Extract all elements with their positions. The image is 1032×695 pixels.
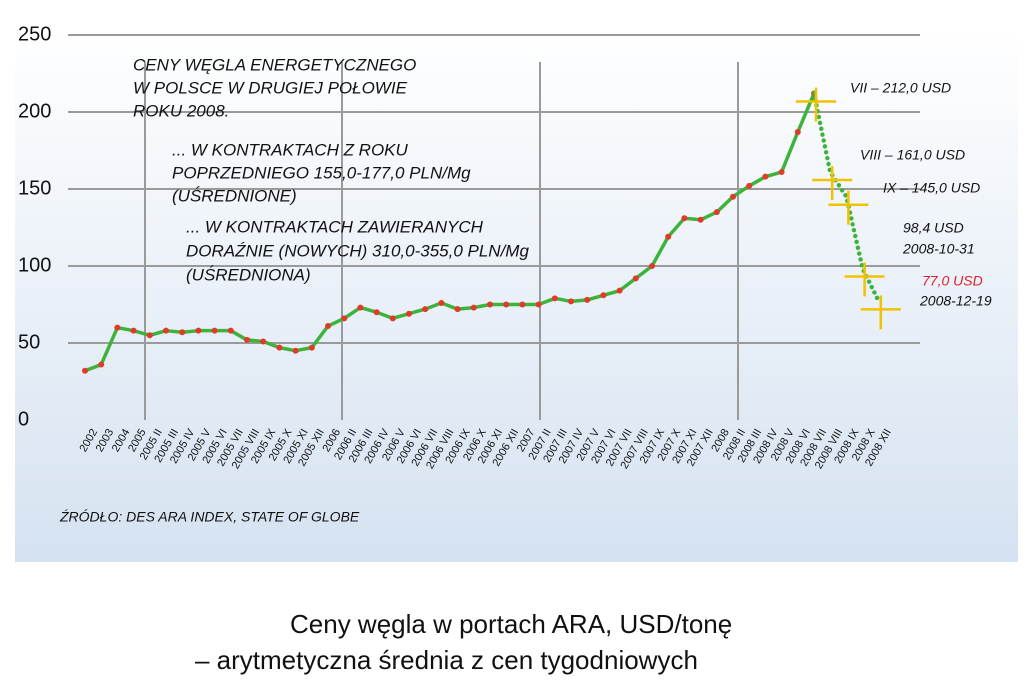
grid bbox=[68, 34, 920, 344]
data-point bbox=[470, 304, 477, 311]
year-separators bbox=[144, 62, 739, 420]
note-line: (UŚREDNIONE) bbox=[172, 186, 297, 205]
data-point bbox=[195, 327, 202, 334]
note-line: DORAŹNIE (NOWYCH) 310,0-355,0 PLN/Mg bbox=[186, 241, 529, 260]
note-line: ROKU 2008. bbox=[133, 101, 229, 120]
source: ŹRÓDŁO: DES ARA INDEX, STATE OF GLOBE bbox=[59, 509, 360, 525]
data-point bbox=[341, 315, 348, 322]
caption: Ceny węgla w portach ARA, USD/tonę bbox=[290, 609, 732, 639]
data-point bbox=[373, 309, 380, 316]
data-point bbox=[357, 304, 364, 311]
note-line: POPRZEDNIEGO 155,0-177,0 PLN/Mg bbox=[172, 163, 471, 182]
data-point bbox=[551, 295, 558, 302]
data-point bbox=[697, 216, 704, 223]
data-point bbox=[130, 327, 137, 334]
data-point bbox=[778, 169, 785, 176]
data-point bbox=[487, 301, 493, 308]
annotation: 2008-10-31 bbox=[902, 241, 975, 257]
note-line: W POLSCE W DRUGIEJ POŁOWIE bbox=[133, 78, 408, 97]
price-line bbox=[84, 92, 816, 373]
data-point bbox=[292, 347, 299, 354]
plot-background bbox=[15, 28, 1018, 562]
y-tick-label: 200 bbox=[18, 100, 51, 122]
data-point bbox=[422, 306, 429, 313]
data-point bbox=[713, 209, 720, 216]
data-point bbox=[114, 324, 121, 331]
data-point bbox=[665, 233, 672, 240]
y-tick-label: 0 bbox=[18, 408, 29, 430]
data-point bbox=[82, 367, 88, 374]
data-point bbox=[681, 215, 688, 222]
data-point bbox=[762, 173, 769, 180]
data-point bbox=[535, 301, 542, 308]
data-point bbox=[519, 301, 526, 308]
data-point bbox=[146, 332, 153, 339]
data-point bbox=[438, 299, 445, 306]
data-point bbox=[746, 182, 753, 189]
data-point bbox=[211, 327, 218, 334]
data-point bbox=[568, 298, 574, 305]
note-line: (UŚREDNIONA) bbox=[186, 265, 311, 284]
data-point bbox=[616, 287, 623, 294]
data-point bbox=[503, 301, 510, 308]
data-point bbox=[227, 327, 234, 334]
caption: – arytmetyczna średnia z cen tygodniowyc… bbox=[195, 645, 698, 675]
data-point bbox=[389, 315, 396, 322]
data-point bbox=[632, 275, 639, 282]
annotation: 77,0 USD bbox=[922, 273, 983, 289]
y-tick-label: 250 bbox=[18, 23, 51, 45]
annotation: VIII – 161,0 USD bbox=[860, 147, 965, 163]
data-point bbox=[325, 323, 331, 330]
annotation: 2008-12-19 bbox=[919, 293, 992, 309]
data-point bbox=[244, 336, 250, 343]
data-point bbox=[600, 292, 607, 299]
note-line: ... W KONTRAKTACH ZAWIERANYCH bbox=[186, 217, 484, 236]
data-point bbox=[649, 263, 655, 269]
data-point bbox=[260, 338, 267, 345]
annotation: VII – 212,0 USD bbox=[850, 80, 951, 96]
data-point bbox=[406, 310, 412, 317]
note-line: CENY WĘGLA ENERGETYCZNEGO bbox=[133, 55, 416, 74]
annotation: IX – 145,0 USD bbox=[883, 180, 980, 196]
data-point bbox=[98, 361, 105, 368]
data-point bbox=[179, 329, 186, 336]
forecast-line bbox=[811, 91, 882, 304]
data-point bbox=[730, 193, 736, 200]
y-tick-label: 50 bbox=[18, 331, 40, 353]
note-line: ... W KONTRAKTACH Z ROKU bbox=[172, 140, 409, 159]
data-point bbox=[584, 296, 591, 303]
data-point bbox=[308, 344, 315, 351]
data-point bbox=[163, 327, 169, 334]
y-tick-label: 150 bbox=[18, 177, 51, 199]
data-point bbox=[454, 306, 461, 313]
annotation: 98,4 USD bbox=[903, 220, 964, 236]
data-point bbox=[794, 129, 801, 136]
data-point bbox=[276, 344, 283, 351]
y-tick-label: 100 bbox=[18, 254, 51, 276]
